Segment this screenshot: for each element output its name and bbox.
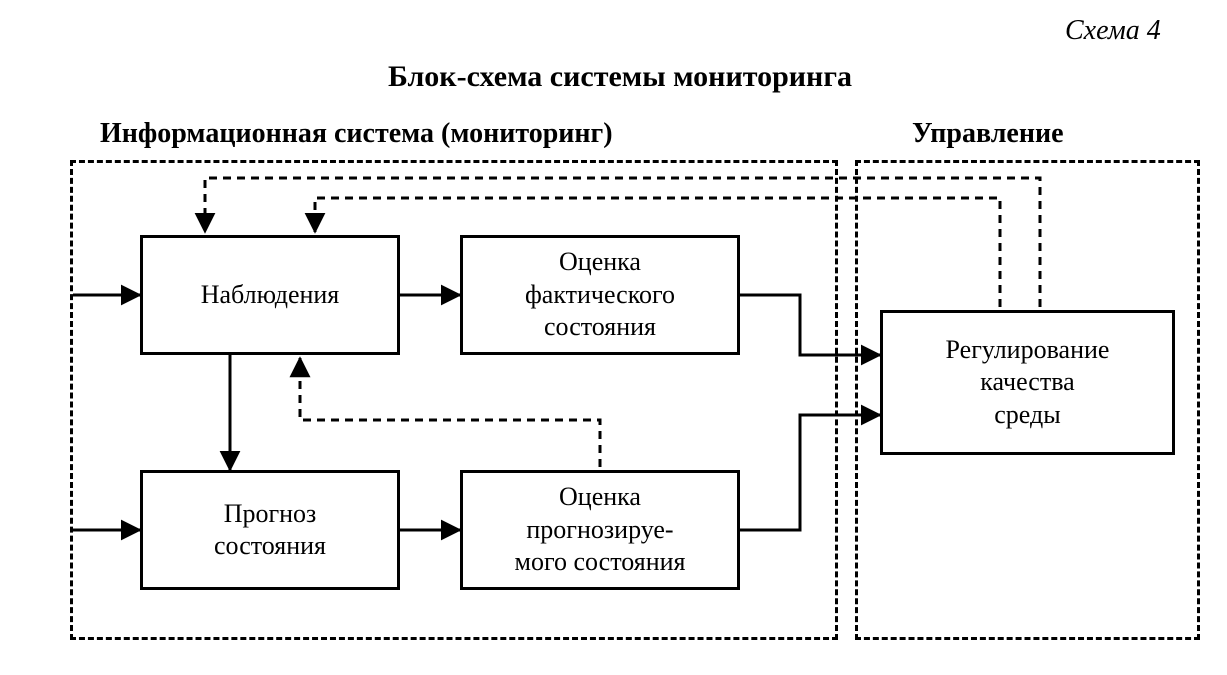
node-forecast-text: Прогнозсостояния bbox=[214, 498, 326, 563]
info-system-label: Информационная система (мониторинг) bbox=[100, 118, 613, 150]
node-observations: Наблюдения bbox=[140, 235, 400, 355]
node-observations-text: Наблюдения bbox=[201, 279, 340, 312]
node-forecast-evaluation: Оценкапрогнозируе-мого состояния bbox=[460, 470, 740, 590]
node-regulation: Регулированиекачествасреды bbox=[880, 310, 1175, 455]
node-actual-evaluation-text: Оценкафактическогосостояния bbox=[525, 246, 675, 344]
scheme-number-label: Схема 4 bbox=[1065, 15, 1161, 47]
diagram-title: Блок-схема системы мониторинга bbox=[270, 60, 970, 94]
node-forecast-evaluation-text: Оценкапрогнозируе-мого состояния bbox=[515, 481, 686, 579]
node-actual-evaluation: Оценкафактическогосостояния bbox=[460, 235, 740, 355]
management-label: Управление bbox=[912, 118, 1064, 150]
node-forecast: Прогнозсостояния bbox=[140, 470, 400, 590]
node-regulation-text: Регулированиекачествасреды bbox=[946, 334, 1110, 432]
